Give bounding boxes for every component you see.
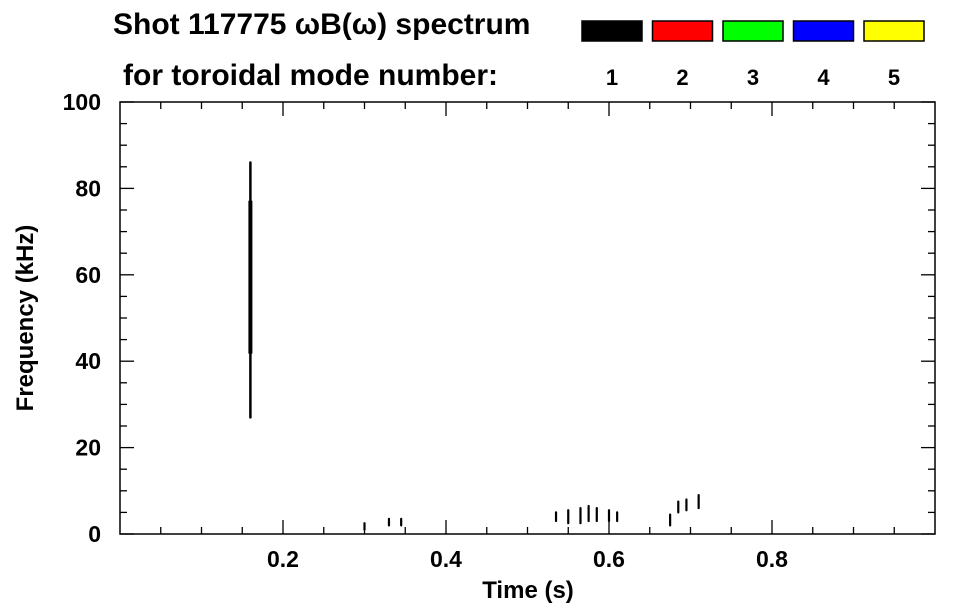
x-tick-label: 0.2 <box>267 546 299 572</box>
legend-swatch-1 <box>581 20 643 42</box>
legend-swatch-4 <box>792 20 855 42</box>
legend-label-5: 5 <box>888 65 900 90</box>
x-tick-labels: 0.2 0.4 0.6 0.8 <box>267 546 788 572</box>
legend-label-4: 4 <box>817 65 830 90</box>
x-tick-label: 0.6 <box>593 546 625 572</box>
legend-swatch-3 <box>722 20 784 42</box>
y-tick-label: 60 <box>75 262 101 288</box>
x-tick-label: 0.8 <box>756 546 788 572</box>
chart-title-line1: Shot 117775 ωB(ω) spectrum <box>113 8 530 41</box>
legend-label-2: 2 <box>676 65 688 90</box>
y-tick-label: 20 <box>75 435 101 461</box>
axis-ticks <box>120 101 935 535</box>
legend-label-1: 1 <box>606 65 618 90</box>
y-axis-label: Frequency (kHz) <box>12 225 39 412</box>
legend: 1 2 3 4 5 <box>581 20 925 90</box>
plot-frame <box>119 101 936 535</box>
data-marks <box>248 161 700 531</box>
chart-title-line2: for toroidal mode number: <box>123 59 498 92</box>
x-axis-label: Time (s) <box>482 577 574 604</box>
legend-swatch-5 <box>863 20 925 42</box>
y-tick-label: 80 <box>75 175 101 201</box>
legend-label-3: 3 <box>747 65 759 90</box>
x-tick-label: 0.4 <box>430 546 462 572</box>
legend-swatch-2 <box>651 20 714 42</box>
y-tick-labels: 0 20 40 60 80 100 <box>63 89 101 547</box>
y-tick-label: 0 <box>88 521 101 547</box>
y-tick-label: 40 <box>75 348 101 374</box>
y-tick-label: 100 <box>63 89 101 115</box>
